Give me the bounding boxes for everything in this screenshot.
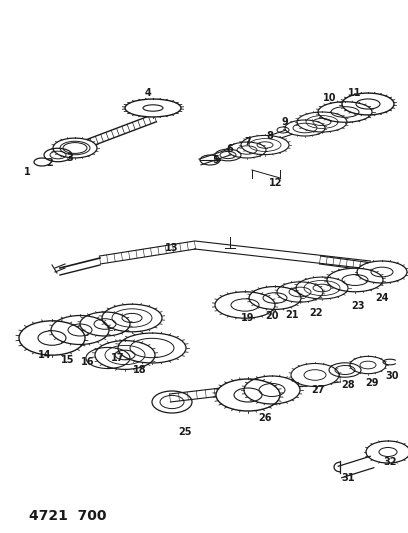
Ellipse shape bbox=[125, 99, 181, 117]
Text: 6: 6 bbox=[226, 144, 233, 154]
Ellipse shape bbox=[277, 282, 323, 302]
Ellipse shape bbox=[291, 364, 339, 386]
Text: 29: 29 bbox=[365, 378, 379, 388]
Ellipse shape bbox=[342, 93, 394, 115]
Ellipse shape bbox=[118, 333, 186, 363]
Text: 14: 14 bbox=[38, 350, 52, 360]
Ellipse shape bbox=[285, 120, 325, 136]
Ellipse shape bbox=[51, 316, 109, 344]
Ellipse shape bbox=[53, 138, 97, 158]
Text: 7: 7 bbox=[245, 137, 251, 147]
Text: 16: 16 bbox=[81, 357, 95, 367]
Text: 12: 12 bbox=[269, 178, 283, 188]
Text: 26: 26 bbox=[258, 413, 272, 423]
Text: 5: 5 bbox=[213, 155, 220, 165]
Ellipse shape bbox=[95, 341, 155, 369]
Text: 2: 2 bbox=[47, 158, 53, 168]
Ellipse shape bbox=[228, 142, 266, 158]
Text: 24: 24 bbox=[375, 293, 389, 303]
Text: 15: 15 bbox=[61, 355, 75, 365]
Text: 3: 3 bbox=[67, 153, 73, 163]
Text: 32: 32 bbox=[383, 457, 397, 467]
Text: 28: 28 bbox=[341, 380, 355, 390]
Text: 13: 13 bbox=[165, 243, 179, 253]
Text: 4721  700: 4721 700 bbox=[29, 509, 106, 523]
Text: 31: 31 bbox=[341, 473, 355, 483]
Text: 27: 27 bbox=[311, 385, 325, 395]
Text: 10: 10 bbox=[323, 93, 337, 103]
Ellipse shape bbox=[297, 112, 347, 132]
Ellipse shape bbox=[215, 292, 275, 318]
Text: 18: 18 bbox=[133, 365, 147, 375]
Text: 20: 20 bbox=[265, 311, 279, 321]
Ellipse shape bbox=[327, 268, 383, 292]
Ellipse shape bbox=[19, 321, 85, 355]
Ellipse shape bbox=[216, 379, 280, 411]
Text: 30: 30 bbox=[385, 371, 399, 381]
Ellipse shape bbox=[366, 441, 408, 463]
Ellipse shape bbox=[350, 357, 386, 374]
Text: 21: 21 bbox=[285, 310, 299, 320]
Text: 19: 19 bbox=[241, 313, 255, 323]
Ellipse shape bbox=[296, 277, 348, 299]
Text: 1: 1 bbox=[24, 167, 30, 177]
Ellipse shape bbox=[318, 102, 372, 122]
Text: 4: 4 bbox=[144, 88, 151, 98]
Ellipse shape bbox=[241, 135, 289, 155]
Text: 25: 25 bbox=[178, 427, 192, 437]
Text: 11: 11 bbox=[348, 88, 362, 98]
Ellipse shape bbox=[244, 376, 300, 404]
Ellipse shape bbox=[357, 261, 407, 283]
Ellipse shape bbox=[80, 312, 130, 336]
Text: 17: 17 bbox=[111, 353, 125, 363]
Ellipse shape bbox=[102, 304, 162, 332]
Ellipse shape bbox=[249, 287, 301, 310]
Text: 23: 23 bbox=[351, 301, 365, 311]
Text: 8: 8 bbox=[266, 131, 273, 141]
Text: 22: 22 bbox=[309, 308, 323, 318]
Text: 9: 9 bbox=[282, 117, 288, 127]
